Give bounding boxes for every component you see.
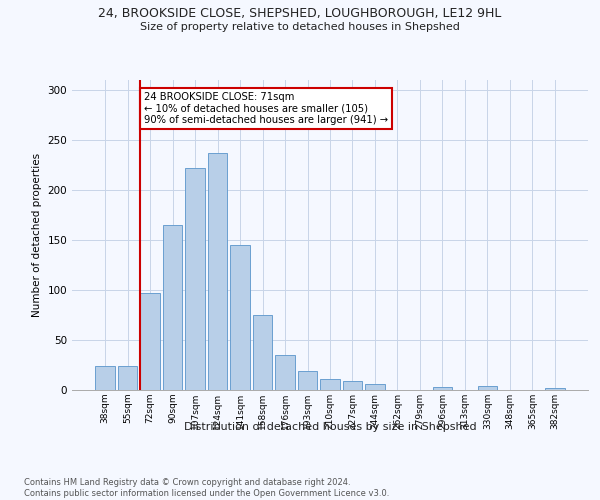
Bar bbox=[163, 225, 182, 390]
Bar bbox=[95, 366, 115, 390]
Bar bbox=[545, 388, 565, 390]
Text: Contains HM Land Registry data © Crown copyright and database right 2024.
Contai: Contains HM Land Registry data © Crown c… bbox=[24, 478, 389, 498]
Bar bbox=[298, 371, 317, 390]
Bar bbox=[478, 386, 497, 390]
Bar bbox=[275, 355, 295, 390]
Bar bbox=[230, 245, 250, 390]
Bar bbox=[140, 293, 160, 390]
Text: Size of property relative to detached houses in Shepshed: Size of property relative to detached ho… bbox=[140, 22, 460, 32]
Bar bbox=[320, 379, 340, 390]
Y-axis label: Number of detached properties: Number of detached properties bbox=[32, 153, 42, 317]
Bar bbox=[118, 366, 137, 390]
Bar bbox=[253, 315, 272, 390]
Bar bbox=[365, 384, 385, 390]
Text: 24, BROOKSIDE CLOSE, SHEPSHED, LOUGHBOROUGH, LE12 9HL: 24, BROOKSIDE CLOSE, SHEPSHED, LOUGHBORO… bbox=[98, 8, 502, 20]
Text: 24 BROOKSIDE CLOSE: 71sqm
← 10% of detached houses are smaller (105)
90% of semi: 24 BROOKSIDE CLOSE: 71sqm ← 10% of detac… bbox=[144, 92, 388, 125]
Bar bbox=[185, 168, 205, 390]
Text: Distribution of detached houses by size in Shepshed: Distribution of detached houses by size … bbox=[184, 422, 476, 432]
Bar bbox=[343, 381, 362, 390]
Bar bbox=[433, 387, 452, 390]
Bar bbox=[208, 153, 227, 390]
